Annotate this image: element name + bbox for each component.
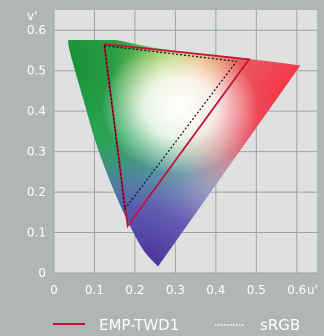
y-tick-label: 0.4: [27, 104, 46, 118]
axis-ticks: 0 0.1 0.2 0.3 0.4 0.5 0.6 0 0.1 0.2 0.3 0.4 0.5 0.6: [27, 23, 306, 297]
x-axis-label: u': [307, 283, 318, 297]
legend: EMP-TWD1 sRGB: [53, 316, 300, 334]
y-tick-label: 0.3: [27, 145, 46, 159]
x-tick-label: 0.3: [166, 283, 185, 297]
x-tick-label: 0.2: [125, 283, 144, 297]
y-tick-label: 0.1: [27, 226, 46, 240]
x-tick-label: 0.6: [287, 283, 306, 297]
x-tick-label: 0.5: [247, 283, 266, 297]
y-axis-label: v': [27, 9, 37, 23]
series-srgb-triangle: [103, 45, 238, 211]
y-tick-label: 0.6: [27, 23, 46, 37]
series-layer: [103, 43, 251, 229]
y-tick-label: 0.2: [27, 185, 46, 199]
x-tick-label: 0.4: [206, 283, 225, 297]
x-tick-label: 0.1: [85, 283, 104, 297]
y-tick-label: 0.5: [27, 64, 46, 78]
legend-label-srgb: sRGB: [260, 316, 300, 334]
legend-label-emp-twd1: EMP-TWD1: [99, 316, 179, 334]
y-tick-label: 0: [38, 266, 46, 280]
x-tick-label: 0: [50, 283, 58, 297]
